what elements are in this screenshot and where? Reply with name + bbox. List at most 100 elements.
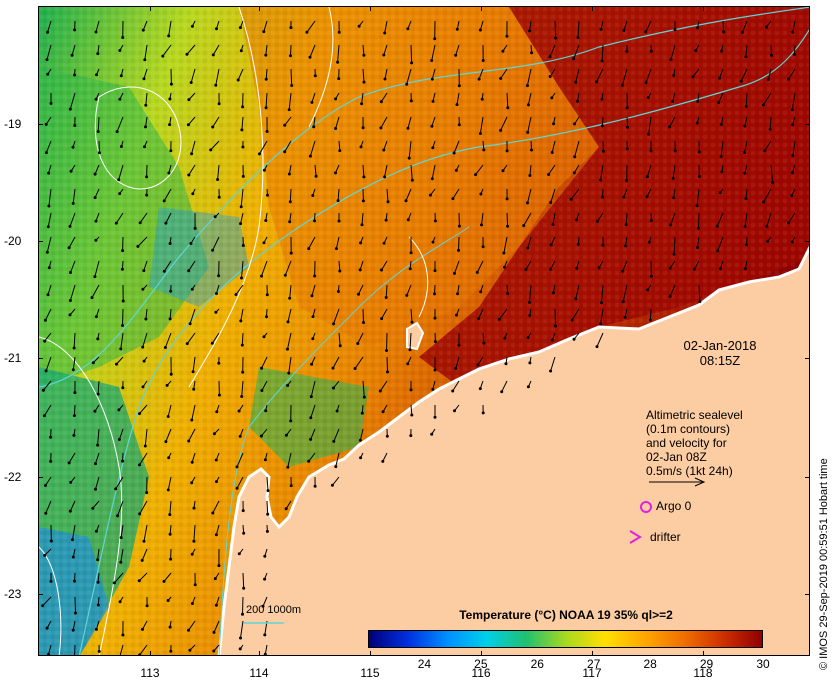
velocity-arrow-head: [600, 97, 604, 101]
velocity-arrow-head: [331, 366, 335, 370]
velocity-arrow: [169, 500, 172, 515]
velocity-arrow-head: [410, 61, 414, 65]
velocity-arrow-head: [530, 51, 534, 55]
velocity-arrow: [692, 68, 700, 78]
velocity-arrow: [265, 44, 268, 56]
velocity-arrow-head: [360, 223, 364, 227]
velocity-arrow-head: [497, 317, 501, 321]
velocity-arrow-head: [791, 30, 795, 34]
velocity-arrow: [601, 44, 604, 61]
velocity-arrow-head: [410, 320, 414, 324]
velocity-arrow: [384, 20, 388, 34]
velocity-arrow-head: [190, 24, 194, 28]
velocity-arrow: [380, 116, 388, 129]
velocity-arrow: [163, 572, 172, 582]
velocity-arrow: [623, 20, 628, 31]
velocity-arrow-head: [288, 220, 292, 224]
velocity-arrow: [265, 68, 268, 80]
velocity-arrow-head: [790, 171, 794, 175]
velocity-arrow-head: [502, 251, 506, 255]
velocity-arrow: [188, 620, 196, 631]
velocity-arrow: [142, 620, 148, 630]
velocity-arrow: [92, 500, 100, 509]
velocity-arrow-head: [337, 30, 341, 34]
velocity-arrow: [266, 500, 269, 515]
drifter-symbol: [629, 530, 642, 544]
velocity-arrow: [332, 476, 340, 486]
velocity-arrow-head: [362, 53, 366, 57]
velocity-arrow: [212, 236, 220, 251]
velocity-arrow-head: [790, 194, 794, 198]
velocity-arrow-head: [46, 30, 49, 34]
y-tick-mark: [38, 124, 43, 125]
velocity-arrow-head: [193, 583, 197, 587]
velocity-arrow: [527, 236, 532, 249]
velocity-arrow: [74, 596, 76, 614]
velocity-arrow: [717, 236, 724, 252]
velocity-arrow-head: [138, 412, 141, 416]
velocity-arrow-head: [49, 579, 53, 583]
velocity-arrow: [236, 476, 244, 489]
velocity-arrow: [44, 308, 52, 321]
velocity-arrow-head: [337, 219, 341, 223]
velocity-arrow: [792, 140, 796, 156]
velocity-arrow: [193, 524, 196, 542]
velocity-arrow-head: [262, 241, 266, 245]
velocity-arrow: [575, 284, 580, 299]
velocity-arrow-head: [310, 362, 314, 366]
velocity-arrow-head: [694, 49, 698, 53]
velocity-arrow-head: [575, 218, 579, 222]
velocity-arrow: [265, 92, 268, 108]
velocity-arrow-head: [552, 122, 556, 126]
velocity-arrow: [73, 332, 76, 349]
velocity-arrow: [672, 164, 676, 179]
velocity-arrow-head: [787, 221, 790, 225]
velocity-arrow: [261, 356, 268, 369]
velocity-arrow: [744, 140, 748, 153]
velocity-arrow: [212, 44, 220, 56]
velocity-arrow: [308, 452, 316, 462]
velocity-arrow-head: [266, 489, 270, 493]
velocity-arrow-head: [430, 177, 434, 181]
velocity-arrow-head: [673, 149, 677, 153]
velocity-arrow-head: [696, 246, 699, 249]
velocity-arrow: [408, 140, 412, 159]
velocity-arrow: [410, 164, 413, 181]
velocity-arrow: [383, 140, 388, 151]
velocity-arrow-head: [480, 97, 484, 101]
velocity-arrow: [550, 260, 556, 270]
velocity-arrow: [361, 92, 364, 104]
velocity-arrow: [45, 356, 52, 372]
velocity-arrow-head: [739, 79, 743, 83]
velocity-arrow-head: [145, 491, 149, 495]
velocity-arrow-head: [237, 409, 241, 413]
velocity-arrow: [42, 596, 52, 607]
velocity-arrow: [383, 44, 388, 56]
velocity-arrow: [453, 140, 460, 154]
velocity-arrow-head: [526, 385, 530, 389]
velocity-arrow-head: [745, 243, 749, 247]
velocity-arrow-head: [287, 371, 291, 375]
velocity-arrow-head: [696, 26, 700, 30]
velocity-arrow-head: [162, 199, 166, 203]
velocity-arrow: [625, 236, 628, 246]
velocity-arrow-head: [549, 267, 553, 271]
velocity-arrow-head: [547, 173, 551, 176]
velocity-arrow-head: [43, 318, 47, 322]
velocity-arrow-head: [362, 321, 365, 324]
velocity-arrow-head: [625, 179, 629, 182]
velocity-arrow-head: [671, 100, 675, 103]
velocity-arrow-head: [118, 600, 122, 604]
velocity-arrow-head: [526, 130, 530, 134]
velocity-arrow-head: [673, 28, 677, 32]
velocity-arrow-head: [44, 484, 47, 487]
x-tick-mark: [481, 6, 482, 11]
velocity-arrow-head: [457, 224, 461, 228]
velocity-arrow: [48, 188, 52, 207]
x-tick-label: 118: [693, 666, 713, 680]
velocity-arrow-head: [765, 224, 769, 228]
velocity-arrow: [186, 44, 196, 55]
velocity-arrow-head: [192, 539, 196, 543]
colorbar: [368, 630, 763, 648]
velocity-arrow: [381, 308, 388, 319]
